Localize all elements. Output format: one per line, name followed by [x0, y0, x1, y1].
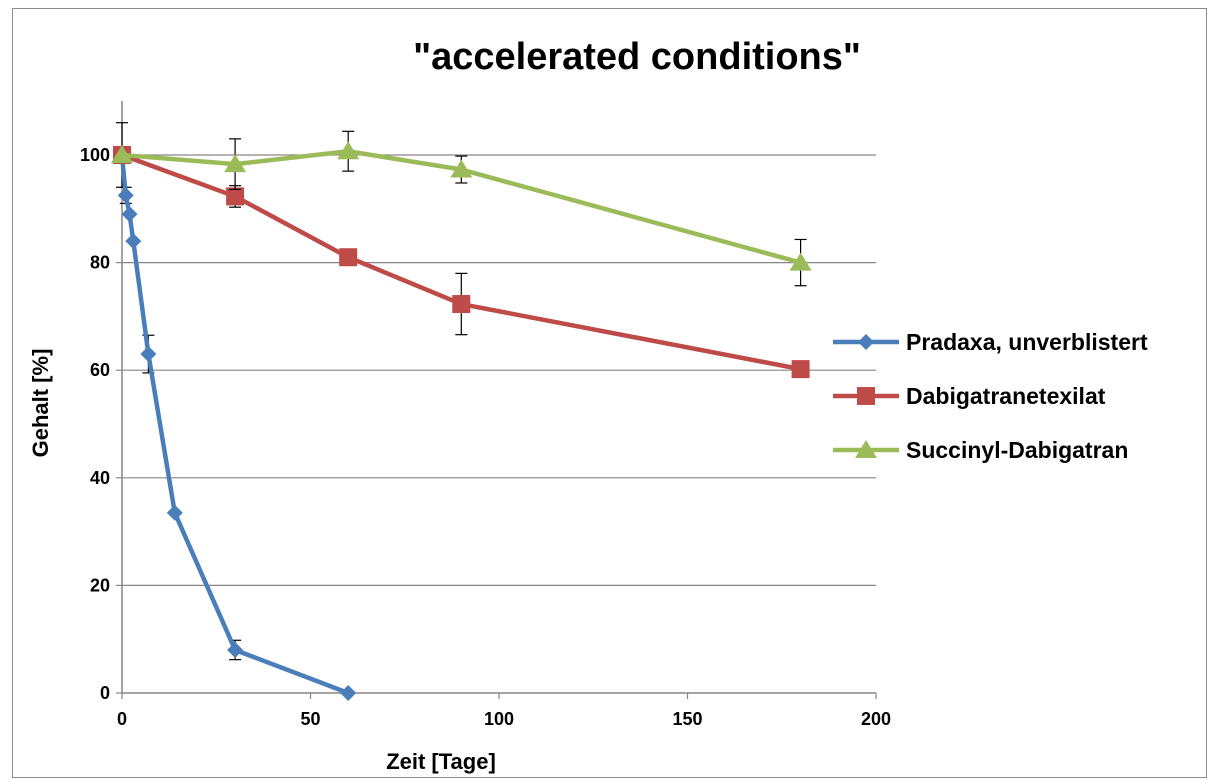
series-0: [114, 122, 357, 701]
y-axis-title: Gehalt [%]: [28, 349, 53, 458]
legend-label: Dabigatranetexilat: [906, 383, 1106, 409]
data-point: [450, 159, 473, 178]
data-point: [227, 641, 244, 658]
data-point: [140, 346, 157, 363]
legend: Pradaxa, unverblistert Dabigatranetexilat…: [833, 329, 1148, 463]
series-2: [111, 130, 812, 287]
legend-marker: [855, 440, 877, 458]
series-line: [119, 154, 350, 696]
x-tick-label: 50: [300, 709, 320, 729]
data-point: [226, 187, 245, 206]
x-tick-label: 200: [861, 709, 891, 729]
legend-entry: Dabigatranetexilat: [833, 383, 1106, 409]
data-point: [337, 141, 360, 160]
y-tick-label: 0: [100, 683, 110, 703]
line-chart: "accelerated conditions" 0 20 40 60 80 100 0 50…: [28, 36, 1148, 774]
x-axis-title: Zeit [Tage]: [386, 749, 496, 774]
chart-frame: "accelerated conditions" 0 20 40 60 80 100 0 50…: [12, 8, 1207, 778]
x-tick-label: 0: [117, 709, 127, 729]
legend-marker: [857, 387, 875, 405]
legend-entry: Succinyl-Dabigatran: [833, 437, 1128, 463]
legend-entry: Pradaxa, unverblistert: [833, 329, 1148, 355]
data-point: [340, 685, 357, 701]
data-point: [125, 233, 142, 250]
tick-labels: 0 20 40 60 80 100 0 50 100 150 200: [80, 145, 891, 729]
legend-label: Pradaxa, unverblistert: [906, 329, 1148, 355]
y-tick-label: 80: [90, 253, 110, 273]
legend-marker: [858, 334, 874, 350]
x-tick-label: 100: [484, 709, 514, 729]
data-point: [111, 145, 133, 163]
data-point: [166, 504, 183, 521]
chart-title: "accelerated conditions": [413, 36, 861, 78]
data-point: [121, 206, 138, 223]
data-point: [117, 187, 134, 204]
data-point: [224, 154, 247, 173]
data-point: [791, 360, 810, 379]
y-tick-label: 20: [90, 575, 110, 595]
x-tick-label: 150: [672, 709, 702, 729]
data-point: [452, 295, 471, 314]
gridlines: [116, 154, 877, 699]
y-tick-label: 100: [80, 145, 110, 165]
series-group: [111, 122, 812, 701]
data-point: [789, 252, 812, 271]
y-tick-label: 60: [90, 360, 110, 380]
y-tick-label: 40: [90, 468, 110, 488]
legend-label: Succinyl-Dabigatran: [906, 437, 1128, 463]
data-point: [339, 248, 358, 267]
